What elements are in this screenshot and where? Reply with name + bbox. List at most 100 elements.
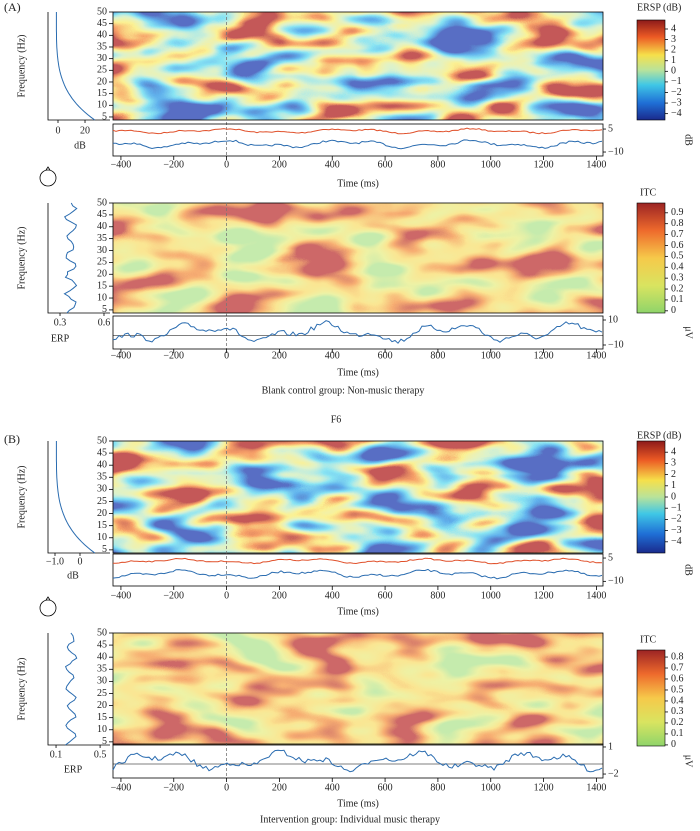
x-tick-label: 600 (378, 350, 393, 361)
y-axis-label: Frequency (Hz) (16, 34, 27, 97)
y-tick-label: 25 (97, 496, 107, 507)
side-label: dB (74, 140, 86, 151)
x-tick-label: −200 (163, 350, 184, 361)
colorbar-tick-label: 0.6 (671, 240, 684, 251)
y-tick-label: 5 (102, 736, 107, 747)
x-tick-label: 1200 (534, 350, 554, 361)
x-tick-label: 1200 (534, 590, 554, 601)
side-curve (55, 12, 96, 121)
x-tick-label: 200 (272, 159, 287, 170)
y-tick-label: 10 (97, 724, 107, 735)
trace-unit: μV (683, 326, 694, 339)
trace-line (112, 127, 603, 135)
y-tick-label: 45 (97, 639, 107, 650)
colorbar-tick-label: 4 (671, 23, 676, 34)
colorbar-tick-label: −3 (671, 97, 682, 108)
x-tick-label: 400 (325, 782, 340, 793)
y-tick-label: 15 (97, 712, 107, 723)
y-tick-label: 25 (97, 688, 107, 699)
x-tick-label: 400 (325, 159, 340, 170)
y-tick-label: 10 (97, 292, 107, 303)
y-tick-label: 40 (97, 459, 107, 470)
side-tick-label: −1.0 (46, 556, 64, 567)
colorbar-tick-label: 1 (671, 480, 676, 491)
colorbar-tick-label: −4 (671, 108, 682, 119)
colorbar-tick-label: 0 (671, 305, 676, 316)
x-tick-label: 0 (224, 159, 229, 170)
y-tick-label: 40 (97, 30, 107, 41)
y-axis-label: Frequency (Hz) (16, 465, 27, 528)
side-tick-label: 0.3 (54, 317, 67, 328)
colorbar-tick-label: 0.4 (671, 262, 684, 273)
x-tick-label: 1400 (586, 350, 606, 361)
colorbar-tick-label: 0 (671, 491, 676, 502)
y-tick-label: 20 (97, 700, 107, 711)
side-tick-label: 0 (55, 125, 60, 136)
colorbar-tick-label: 0 (671, 66, 676, 77)
side-tick-label: 0.1 (50, 749, 63, 760)
trace-unit: dB (683, 134, 694, 146)
colorbar-tick-label: 2 (671, 44, 676, 55)
y-tick-label: 30 (97, 245, 107, 256)
heatmap (113, 12, 603, 120)
head-icon (39, 596, 57, 617)
colorbar (636, 649, 666, 747)
x-tick-label: −400 (111, 350, 132, 361)
head-icon (39, 166, 57, 187)
panel-label: (A) (4, 0, 21, 14)
trace-line (112, 568, 603, 580)
y-tick-label: 40 (97, 651, 107, 662)
x-tick-label: −200 (163, 159, 184, 170)
x-tick-label: 400 (325, 590, 340, 601)
colorbar-tick-label: −4 (671, 536, 682, 547)
trace-tick-label: −10 (608, 339, 624, 350)
x-tick-label: 600 (378, 159, 393, 170)
x-tick-label: −400 (111, 159, 132, 170)
frame (112, 632, 604, 746)
side-curve (63, 202, 78, 314)
x-axis-label: Time (ms) (337, 606, 379, 617)
y-tick-label: 20 (97, 269, 107, 280)
y-tick-label: 10 (97, 100, 107, 111)
colorbar-tick-label: 4 (671, 446, 676, 457)
colorbar-tick-label: −2 (671, 514, 682, 525)
y-tick-label: 45 (97, 209, 107, 220)
trace-tick-label: 1 (608, 741, 613, 752)
y-tick-label: 15 (97, 280, 107, 291)
colorbar-tick-label: 0.2 (671, 717, 684, 728)
trace-unit: dB (683, 564, 694, 576)
y-tick-label: 35 (97, 41, 107, 52)
trace-frame (112, 315, 604, 350)
side-tick-label: 0.5 (94, 749, 107, 760)
x-tick-label: 200 (272, 782, 287, 793)
colorbar-tick-label: 0.9 (671, 207, 684, 218)
y-tick-label: 50 (97, 197, 107, 208)
x-tick-label: 1400 (586, 159, 606, 170)
y-tick-label: 50 (97, 627, 107, 638)
x-tick-label: 1400 (586, 782, 606, 793)
colorbar-tick-label: 0.3 (671, 706, 684, 717)
caption: Intervention group: Individual music the… (260, 814, 440, 825)
colorbar-tick-label: 0.7 (671, 229, 684, 240)
x-tick-label: 0 (224, 782, 229, 793)
frame (112, 202, 604, 314)
side-curve (64, 632, 78, 746)
y-tick-label: 5 (102, 304, 107, 315)
side-axis (47, 441, 110, 554)
side-tick-label: 0.6 (98, 317, 111, 328)
colorbar-tick-label: −1 (671, 76, 682, 87)
colorbar-tick-label: −1 (671, 502, 682, 513)
colorbar (636, 440, 666, 554)
frame (112, 440, 604, 554)
side-label: ERP (64, 764, 83, 775)
y-tick-label: 15 (97, 88, 107, 99)
x-tick-label: 1200 (534, 159, 554, 170)
y-tick-label: 25 (97, 257, 107, 268)
colorbar-label: ERSP (dB) (637, 430, 681, 441)
x-axis-label: Time (ms) (337, 798, 379, 809)
heatmap (113, 203, 603, 313)
y-tick-label: 25 (97, 65, 107, 76)
trace-unit: μV (683, 755, 694, 768)
x-tick-label: 400 (325, 350, 340, 361)
